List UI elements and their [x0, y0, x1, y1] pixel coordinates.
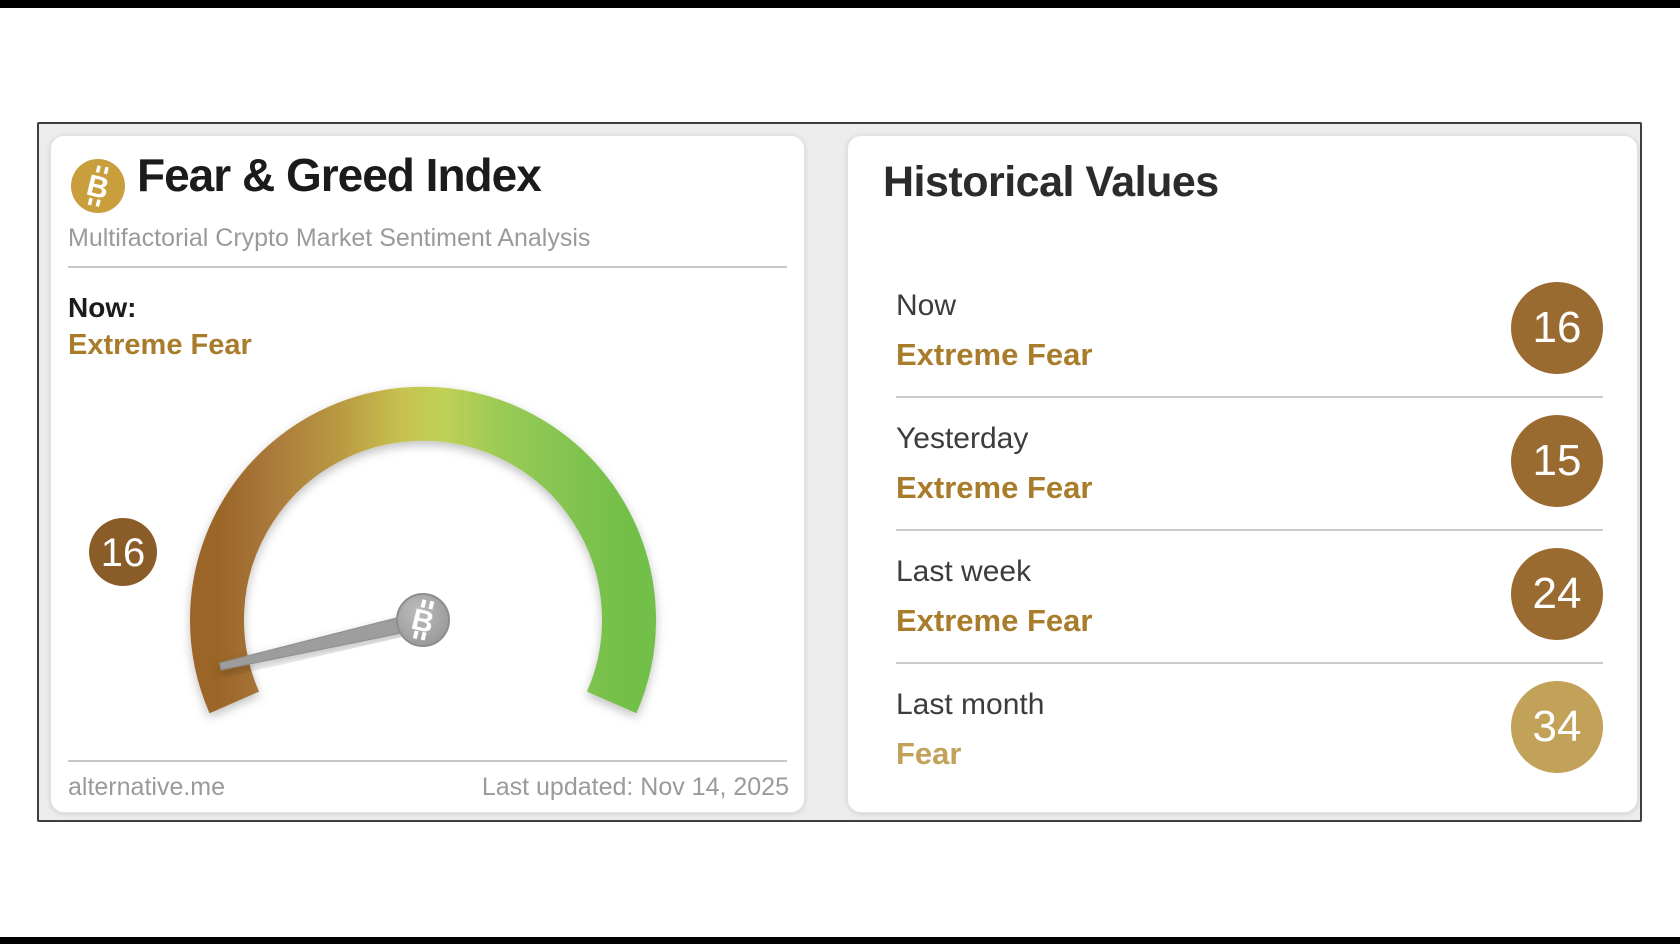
- row-label: Last month: [896, 687, 1045, 721]
- historical-title: Historical Values: [883, 158, 1219, 206]
- row-label: Now: [896, 288, 957, 322]
- row-sentiment: Extreme Fear: [896, 602, 1093, 638]
- history-row-now: Now Extreme Fear 16: [896, 265, 1603, 396]
- row-value-badge: 34: [1511, 680, 1603, 773]
- row-value-badge: 15: [1511, 414, 1603, 507]
- gauge-needle: [218, 611, 426, 671]
- widget-frame: B Fear & Greed Index Multifactorial Cryp…: [37, 122, 1642, 822]
- bottom-black-bar: [0, 937, 1680, 944]
- last-updated: Last updated: Nov 14, 2025: [481, 773, 789, 801]
- historical-rows: Now Extreme Fear 16 Yesterday Extreme Fe…: [848, 265, 1637, 795]
- svg-text:B: B: [408, 603, 437, 640]
- row-sentiment: Extreme Fear: [896, 469, 1093, 505]
- row-sentiment: Extreme Fear: [896, 336, 1093, 372]
- bitcoin-pivot-icon: B: [408, 599, 437, 641]
- source-link[interactable]: alternative.me: [68, 773, 226, 801]
- card-subtitle: Multifactorial Crypto Market Sentiment A…: [68, 224, 591, 252]
- row-value-badge: 24: [1511, 547, 1603, 640]
- gauge-arc: [190, 386, 656, 714]
- history-row-yesterday: Yesterday Extreme Fear 15: [896, 396, 1603, 529]
- row-value-badge: 16: [1511, 281, 1603, 374]
- now-sentiment: Extreme Fear: [68, 329, 252, 361]
- bitcoin-icon: B: [71, 159, 125, 213]
- historical-card: Historical Values Now Extreme Fear 16 Ye…: [847, 135, 1638, 813]
- top-black-bar: [0, 0, 1680, 8]
- row-sentiment: Fear: [896, 735, 962, 771]
- fear-greed-card: B Fear & Greed Index Multifactorial Cryp…: [50, 135, 805, 813]
- now-label: Now:: [68, 292, 137, 323]
- gauge-value-text: 16: [101, 531, 146, 575]
- row-label: Yesterday: [896, 421, 1029, 455]
- gauge-value-badge: 16: [89, 518, 157, 586]
- page-title: Fear & Greed Index: [137, 149, 542, 201]
- row-label: Last week: [896, 554, 1032, 588]
- gauge-pivot: B: [396, 593, 450, 647]
- footer-divider: [68, 760, 787, 762]
- history-row-last-week: Last week Extreme Fear 24: [896, 529, 1603, 662]
- history-row-last-month: Last month Fear 34: [896, 662, 1603, 795]
- header-divider: [68, 266, 787, 268]
